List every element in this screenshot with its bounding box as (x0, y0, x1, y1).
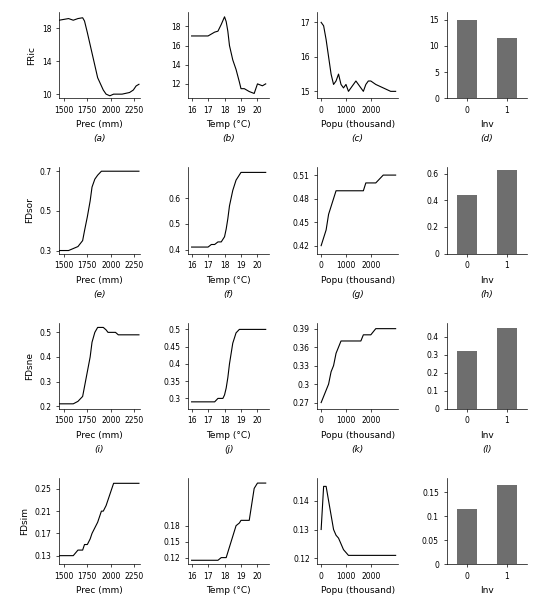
Text: (l): (l) (482, 445, 492, 454)
X-axis label: Popu (thousand): Popu (thousand) (321, 121, 395, 130)
X-axis label: Inv: Inv (480, 275, 494, 284)
Text: (f): (f) (224, 290, 233, 299)
Bar (497, 170, 517, 253)
Bar (497, 485, 517, 564)
X-axis label: Prec (mm): Prec (mm) (76, 586, 123, 595)
Text: (g): (g) (351, 290, 364, 299)
X-axis label: Popu (thousand): Popu (thousand) (321, 275, 395, 284)
X-axis label: Temp (°C): Temp (°C) (207, 586, 251, 595)
X-axis label: Temp (°C): Temp (°C) (207, 275, 251, 284)
Text: (j): (j) (224, 445, 233, 454)
X-axis label: Temp (°C): Temp (°C) (207, 121, 251, 130)
Text: (a): (a) (93, 134, 106, 143)
X-axis label: Prec (mm): Prec (mm) (76, 431, 123, 440)
Text: (d): (d) (480, 134, 493, 143)
X-axis label: Inv: Inv (480, 121, 494, 130)
Y-axis label: FDsor: FDsor (25, 197, 34, 223)
Text: (b): (b) (222, 134, 235, 143)
Bar (457, 20, 477, 98)
Y-axis label: FRic: FRic (27, 46, 37, 65)
Y-axis label: FDsim: FDsim (20, 507, 29, 535)
Bar (457, 195, 477, 253)
Bar (457, 509, 477, 564)
Text: (c): (c) (352, 134, 364, 143)
X-axis label: Prec (mm): Prec (mm) (76, 275, 123, 284)
Bar (497, 328, 517, 409)
X-axis label: Prec (mm): Prec (mm) (76, 121, 123, 130)
Bar (457, 351, 477, 409)
X-axis label: Inv: Inv (480, 586, 494, 595)
X-axis label: Temp (°C): Temp (°C) (207, 431, 251, 440)
X-axis label: Inv: Inv (480, 431, 494, 440)
Text: (e): (e) (93, 290, 106, 299)
X-axis label: Popu (thousand): Popu (thousand) (321, 431, 395, 440)
Bar (497, 38, 517, 98)
Text: (h): (h) (480, 290, 493, 299)
Text: (i): (i) (95, 445, 104, 454)
X-axis label: Popu (thousand): Popu (thousand) (321, 586, 395, 595)
Y-axis label: FDsne: FDsne (25, 352, 34, 380)
Text: (k): (k) (352, 445, 364, 454)
